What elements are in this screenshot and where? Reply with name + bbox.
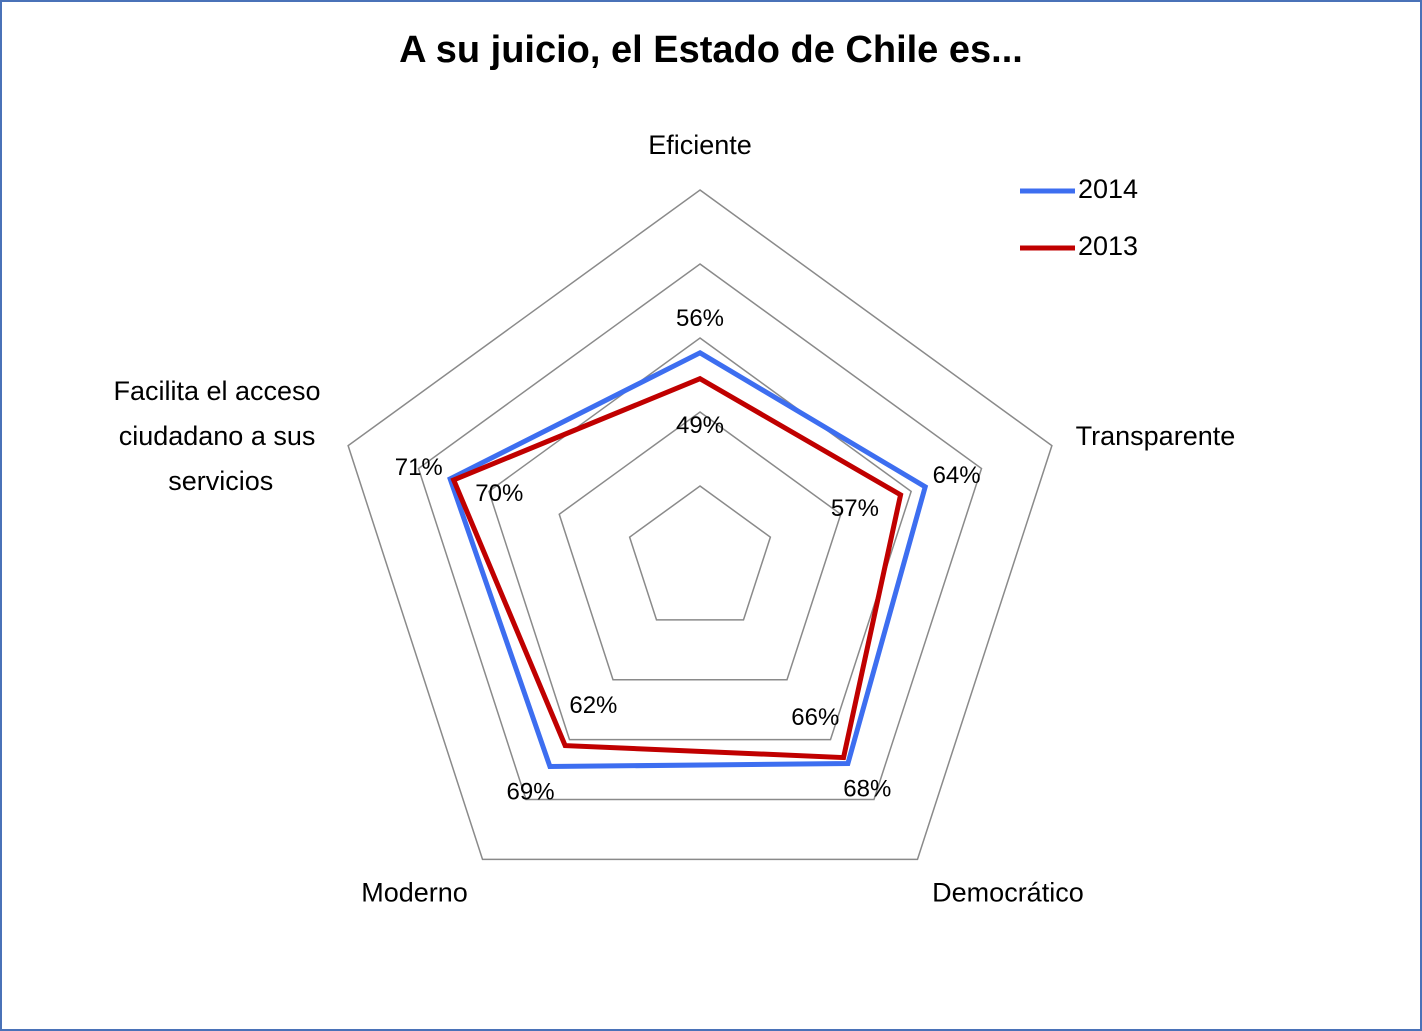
grid-ring: [558, 411, 842, 681]
series-line: [447, 349, 929, 770]
value-label: 66%: [791, 704, 839, 731]
value-label: 68%: [843, 776, 891, 803]
category-label: Moderno: [361, 878, 468, 908]
grid-ring: [487, 337, 913, 741]
value-label: 62%: [569, 692, 617, 719]
value-label: 56%: [676, 305, 724, 332]
value-label: 69%: [507, 779, 555, 806]
category-label: Eficiente: [648, 130, 752, 160]
value-label: 64%: [933, 462, 981, 489]
chart-title: A su juicio, el Estado de Chile es...: [399, 29, 1023, 71]
series-line: [450, 375, 904, 761]
legend-label: 2014: [1078, 174, 1138, 204]
value-label: 70%: [475, 480, 523, 507]
legend-label: 2013: [1078, 231, 1138, 261]
value-label: 57%: [831, 495, 879, 522]
value-label: 49%: [676, 412, 724, 439]
value-label: 71%: [395, 454, 443, 481]
category-label: Democrático: [932, 878, 1084, 908]
grid-ring: [417, 263, 983, 801]
grid-ring: [628, 485, 772, 621]
grid-ring: [347, 189, 1053, 861]
category-label: Facilita el acceso ciudadano a sus servi…: [113, 376, 328, 496]
category-label: Transparente: [1076, 421, 1236, 451]
